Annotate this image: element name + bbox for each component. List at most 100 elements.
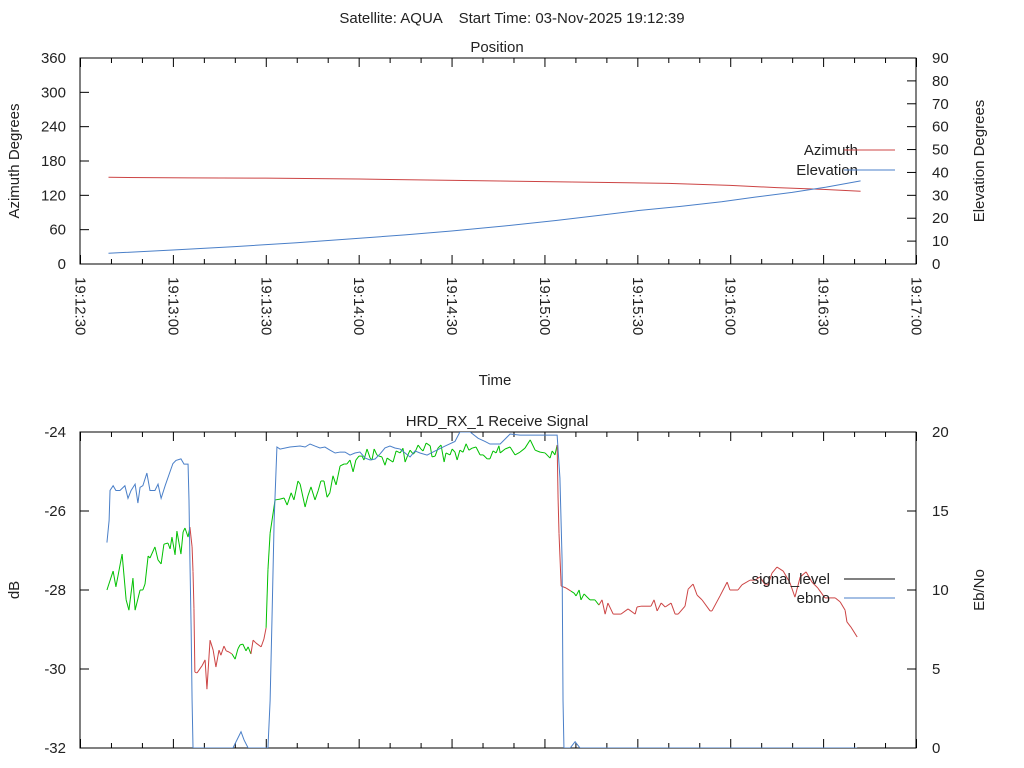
position-chart-title: Position bbox=[470, 39, 523, 56]
signal-level-segment bbox=[598, 599, 603, 606]
signal-level-segment bbox=[307, 486, 312, 497]
signal-level-segment bbox=[182, 527, 186, 533]
signal-level-segment bbox=[594, 599, 600, 606]
signal-level-segment bbox=[575, 589, 580, 597]
x-tick-label: 19:16:00 bbox=[722, 277, 739, 335]
signal-level-segment bbox=[220, 645, 225, 656]
signal-level-legend-label: signal_level bbox=[752, 571, 830, 588]
signal-level-segment bbox=[692, 583, 698, 596]
y2-tick-label: 60 bbox=[932, 119, 949, 136]
signal-level-segment bbox=[176, 531, 182, 555]
ebno-axis-label: Eb/No bbox=[971, 569, 988, 611]
signal-level-segment bbox=[524, 439, 531, 449]
signal-level-segment bbox=[310, 486, 316, 501]
y-tick-label: -26 bbox=[44, 503, 66, 520]
azimuth-axis-label: Azimuth Degrees bbox=[6, 103, 23, 218]
signal-level-segment bbox=[274, 498, 281, 501]
signal-level-segment bbox=[653, 599, 658, 612]
signal-level-segment bbox=[250, 640, 254, 655]
signal-level-segment bbox=[459, 449, 464, 453]
x-tick-label: 19:15:30 bbox=[629, 277, 646, 335]
signal-level-segment bbox=[771, 566, 778, 574]
signal-level-segment bbox=[384, 457, 388, 466]
signal-level-segment bbox=[799, 571, 807, 578]
signal-level-segment bbox=[255, 642, 262, 648]
signal-level-segment bbox=[504, 446, 511, 450]
position-x-axis-label: Time bbox=[479, 372, 512, 389]
signal-level-segment bbox=[263, 627, 267, 640]
signal-level-segment bbox=[346, 459, 351, 465]
signal-level-segment bbox=[839, 601, 846, 611]
signal-level-segment bbox=[454, 452, 458, 461]
signal-level-segment bbox=[565, 587, 572, 592]
receive-signal-chart-title: HRD_RX_1 Receive Signal bbox=[406, 413, 589, 430]
signal-level-segment bbox=[726, 581, 731, 591]
signal-level-segment bbox=[719, 581, 728, 597]
signal-level-segment bbox=[451, 448, 456, 453]
ebno-line bbox=[106, 432, 858, 748]
signal-level-segment bbox=[160, 544, 165, 564]
signal-level-segment bbox=[252, 639, 257, 644]
y2-tick-label: 10 bbox=[932, 233, 949, 250]
signal-level-segment bbox=[317, 480, 322, 491]
signal-level-segment bbox=[677, 605, 686, 615]
signal-level-segment bbox=[660, 602, 666, 608]
signal-level-segment bbox=[215, 649, 220, 668]
x-tick-label: 19:14:00 bbox=[350, 277, 367, 335]
y-tick-label: 180 bbox=[41, 153, 66, 170]
signal-level-segment bbox=[386, 457, 391, 461]
signal-level-segment bbox=[184, 527, 189, 538]
y2-tick-label: 50 bbox=[932, 142, 949, 159]
y2-tick-label: 5 bbox=[932, 661, 940, 678]
Azimuth-legend-label: Azimuth bbox=[804, 142, 858, 159]
signal-level-segment bbox=[741, 579, 751, 586]
signal-level-segment bbox=[212, 649, 217, 668]
signal-level-segment bbox=[664, 602, 672, 608]
signal-level-segment bbox=[323, 480, 328, 498]
signal-level-segment bbox=[245, 646, 249, 652]
signal-level-segment bbox=[349, 459, 354, 473]
signal-level-segment bbox=[239, 643, 244, 646]
y2-tick-label: 10 bbox=[932, 582, 949, 599]
ebno-legend-label: ebno bbox=[797, 590, 830, 607]
signal-level-segment bbox=[817, 587, 826, 599]
signal-level-segment bbox=[407, 449, 411, 456]
signal-level-segment bbox=[701, 599, 711, 612]
signal-level-segment bbox=[167, 542, 171, 550]
signal-level-segment bbox=[373, 448, 378, 456]
signal-level-segment bbox=[805, 571, 813, 583]
y2-tick-label: 40 bbox=[932, 164, 949, 181]
signal-level-segment bbox=[297, 480, 301, 485]
signal-level-segment bbox=[381, 456, 386, 466]
signal-level-segment bbox=[196, 665, 203, 674]
x-tick-label: 19:14:30 bbox=[443, 277, 460, 335]
signal-level-segment bbox=[157, 559, 162, 565]
plot-border bbox=[79, 57, 917, 265]
x-tick-label: 19:13:30 bbox=[257, 277, 274, 335]
signal-level-segment bbox=[429, 445, 433, 457]
figure-title: Satellite: AQUA Start Time: 03-Nov-2025 … bbox=[339, 10, 684, 27]
signal-level-segment bbox=[149, 546, 156, 559]
signal-level-segment bbox=[534, 449, 541, 453]
signal-level-segment bbox=[492, 450, 497, 454]
signal-level-segment bbox=[332, 475, 337, 486]
signal-level-segment bbox=[462, 443, 467, 453]
y2-tick-label: 80 bbox=[932, 73, 949, 90]
y2-tick-label: 15 bbox=[932, 503, 949, 520]
signal-level-segment bbox=[363, 448, 368, 461]
signal-level-segment bbox=[286, 492, 292, 506]
y-tick-label: 300 bbox=[41, 84, 66, 101]
signal-level-segment bbox=[489, 450, 494, 460]
y2-tick-label: 90 bbox=[932, 50, 949, 67]
signal-level-segment bbox=[670, 602, 676, 615]
signal-level-segment bbox=[142, 583, 146, 591]
signal-level-segment bbox=[299, 484, 306, 508]
signal-level-segment bbox=[737, 584, 743, 591]
signal-level-segment bbox=[422, 442, 427, 452]
x-tick-label: 19:12:30 bbox=[72, 277, 89, 335]
signal-level-segment bbox=[293, 480, 299, 501]
signal-level-segment bbox=[209, 640, 214, 651]
signal-level-segment bbox=[846, 621, 852, 628]
signal-level-segment bbox=[225, 650, 230, 653]
